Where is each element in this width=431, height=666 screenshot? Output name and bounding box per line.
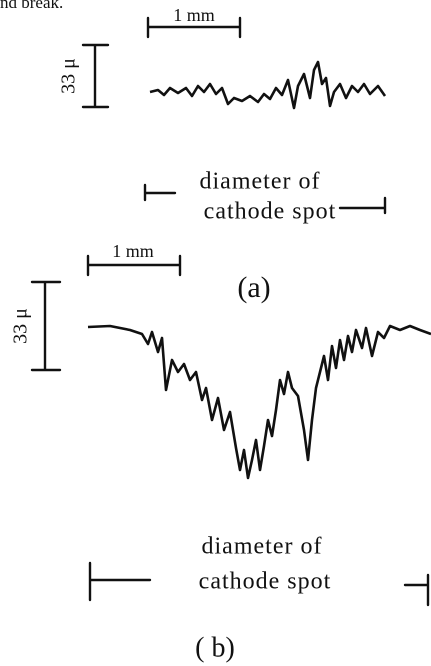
- panel-label: ( b): [195, 632, 235, 663]
- surface-profile: [149, 60, 387, 110]
- scale-label-y: 33 μ: [10, 308, 32, 344]
- diameter-brackets: [143, 183, 387, 215]
- scale-bar-x: [86, 254, 182, 277]
- surface-profile: [87, 324, 431, 480]
- panel-b: 1 mm 33 μ diameter of cathode spot ( b): [10, 241, 431, 663]
- diameter-brackets: [88, 561, 430, 607]
- diameter-label-2: cathode spot: [204, 199, 337, 225]
- scale-label-x: 1 mm: [173, 5, 215, 25]
- caption-fragment: nd break.: [0, 0, 63, 12]
- diameter-label-1: diameter of: [202, 534, 323, 560]
- scale-bar-x: [146, 16, 242, 39]
- scale-bar-y: [81, 43, 110, 109]
- scale-label-x: 1 mm: [112, 241, 154, 261]
- scale-bar-y: [30, 280, 62, 372]
- scale-label-y: 33 μ: [58, 58, 80, 94]
- diameter-label-2: cathode spot: [199, 569, 332, 595]
- diameter-label-1: diameter of: [200, 169, 321, 195]
- panel-label: (a): [237, 271, 270, 304]
- panel-a: 1 mm 33 μ diameter of cathode spot (a): [58, 5, 387, 304]
